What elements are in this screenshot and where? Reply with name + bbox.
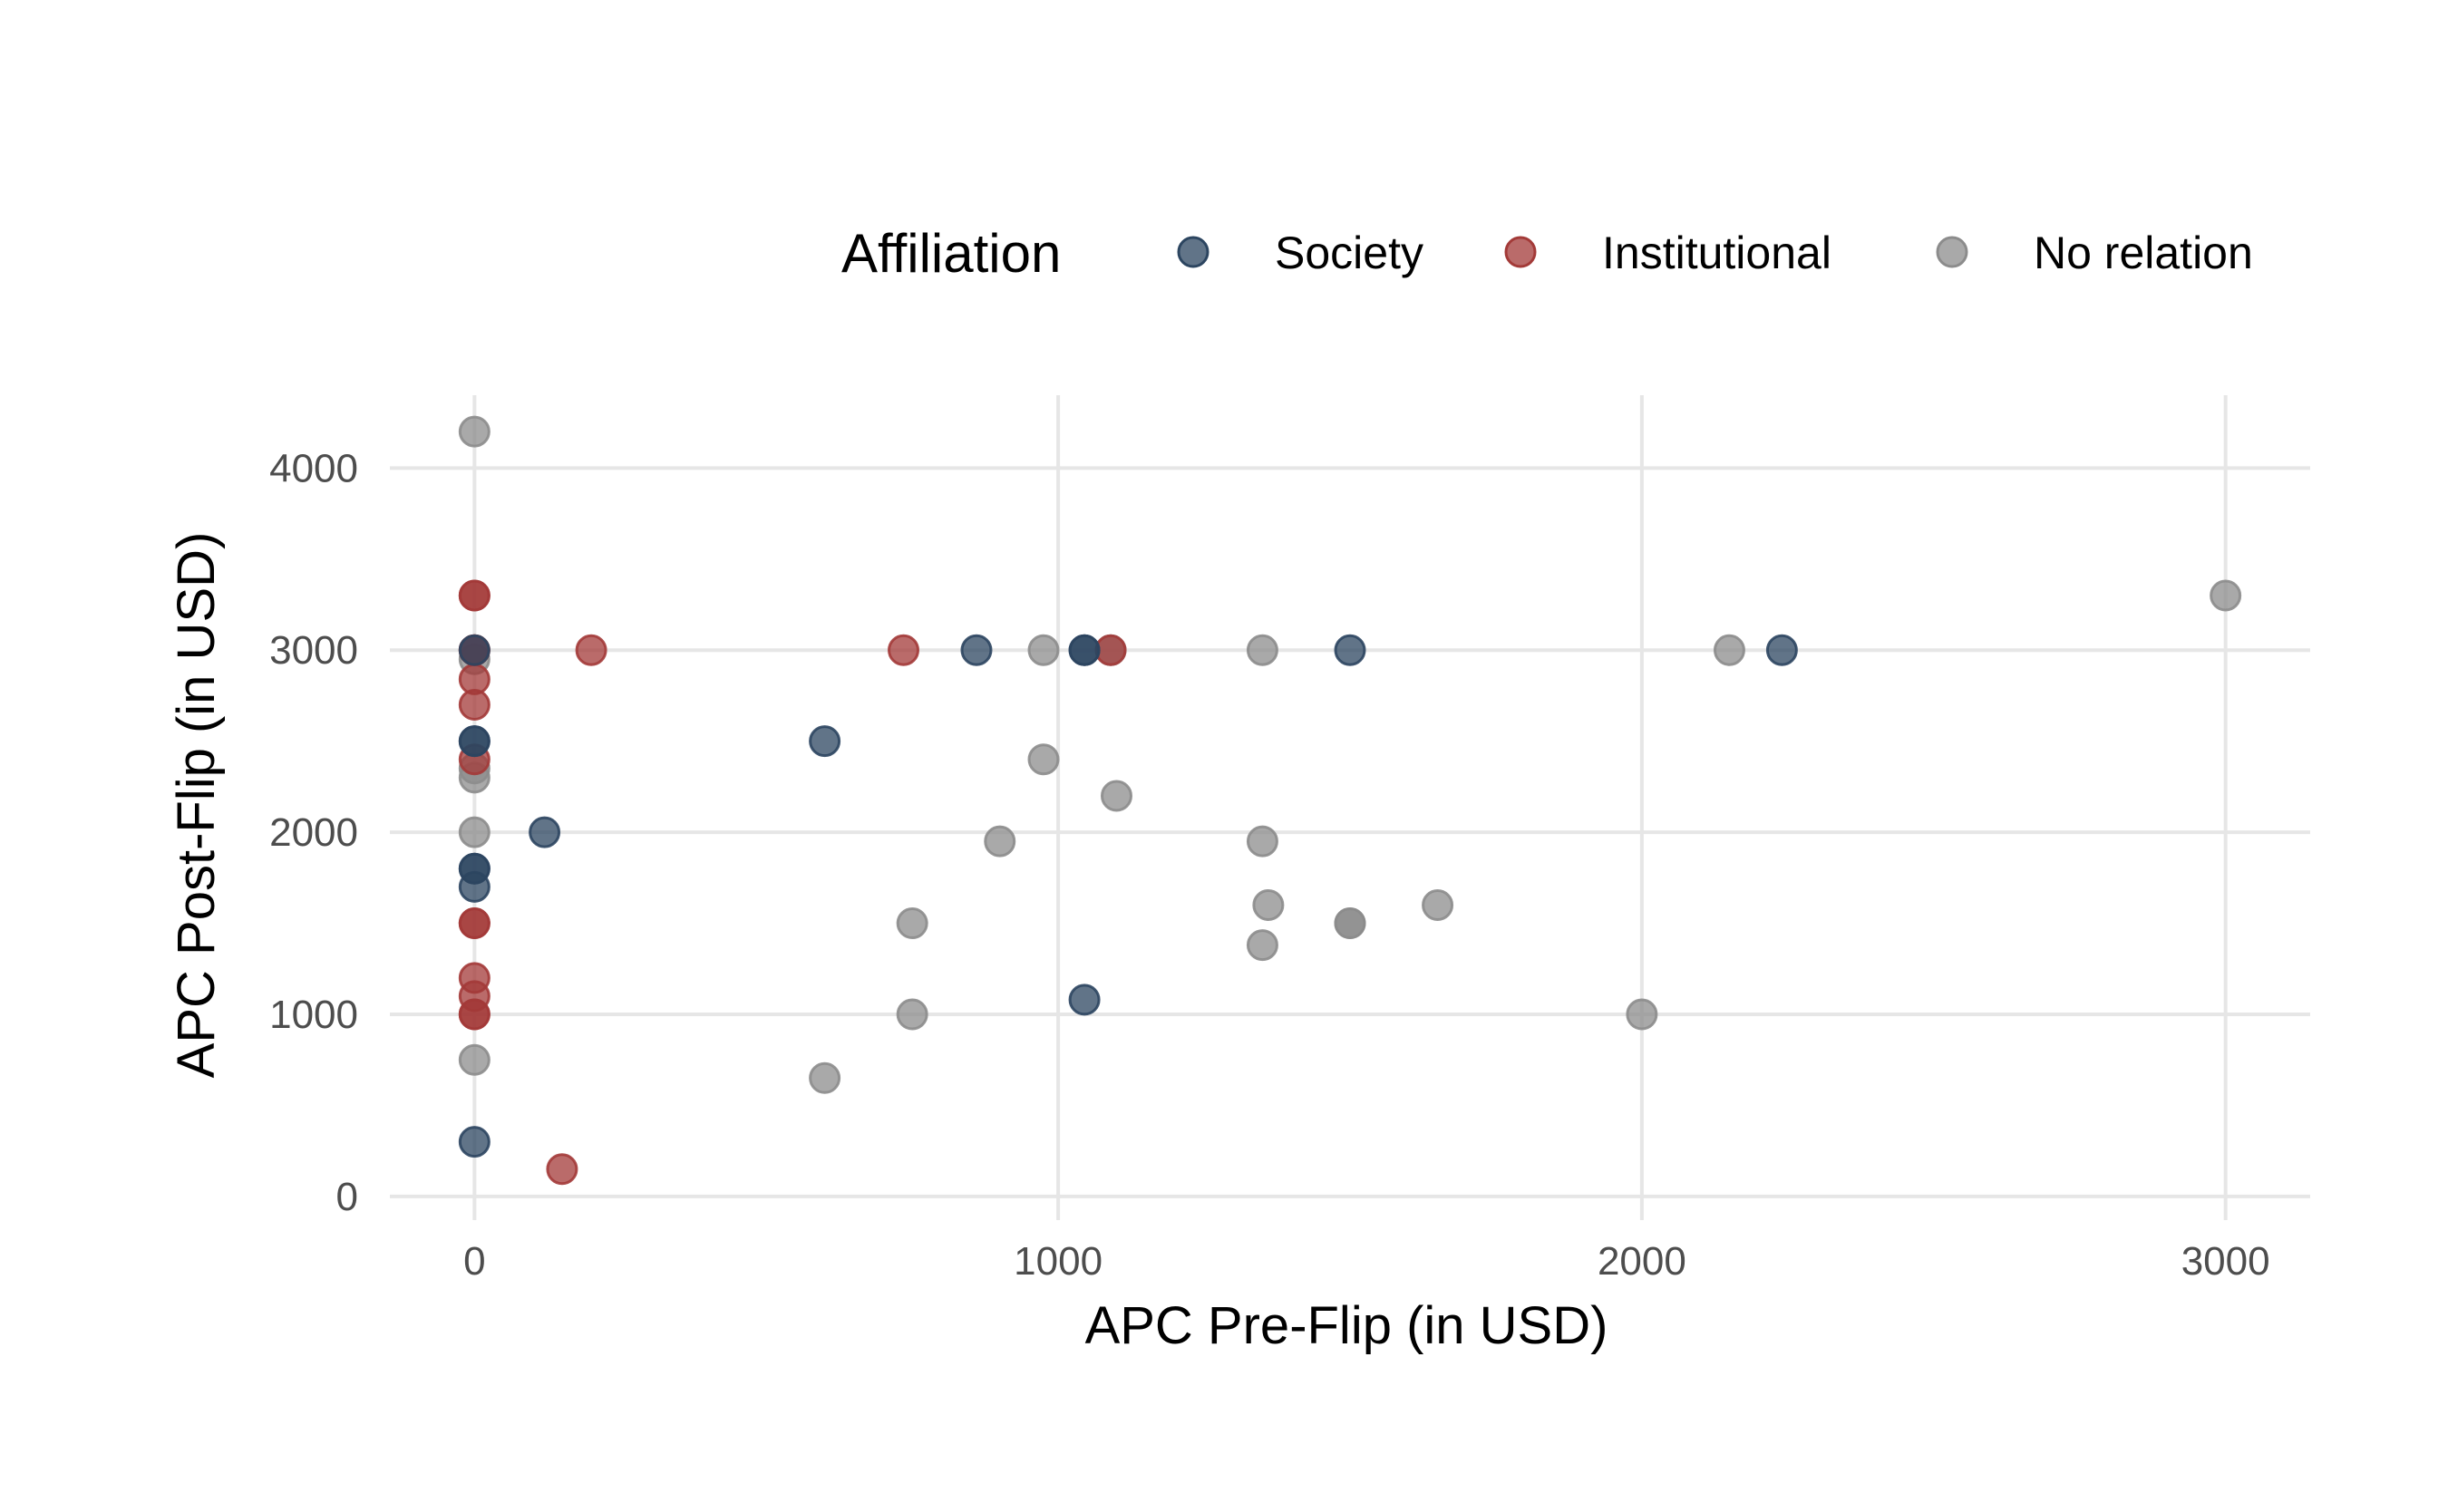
data-point [1334, 907, 1366, 940]
y-tick-label: 1000 [269, 993, 358, 1037]
y-tick-label: 0 [336, 1175, 358, 1219]
data-point [458, 907, 491, 940]
x-tick-label: 3000 [2181, 1239, 2270, 1284]
data-point [1713, 634, 1745, 666]
data-point [546, 1153, 578, 1186]
data-point [575, 634, 607, 666]
data-point [1626, 998, 1658, 1031]
series-institutional [458, 579, 1127, 1186]
y-tick-label: 2000 [269, 810, 358, 855]
data-point [1765, 634, 1798, 666]
data-point [1334, 634, 1366, 666]
legend-label: Society [1275, 228, 1423, 278]
grid-lines [390, 395, 2310, 1220]
data-point [1252, 888, 1285, 921]
x-axis-title: APC Pre-Flip (in USD) [1085, 1296, 1608, 1355]
data-point [458, 689, 491, 722]
legend-items: Society Institutional No relation [1177, 228, 2253, 278]
y-tick-label: 4000 [269, 446, 358, 490]
series-society [458, 634, 1798, 1158]
data-point [1027, 743, 1060, 776]
data-point [1094, 634, 1127, 666]
series-no-relation [458, 415, 2242, 1094]
data-point [984, 825, 1016, 858]
legend-label: Institutional [1602, 228, 1831, 278]
legend-key-no-relation [1936, 236, 1968, 268]
x-tick-label: 2000 [1598, 1239, 1686, 1284]
legend-label: No relation [2034, 228, 2253, 278]
x-tick-labels: 0 1000 2000 3000 [463, 1239, 2269, 1284]
data-point [809, 725, 841, 758]
data-point [458, 816, 491, 848]
data-point [1246, 634, 1278, 666]
data-point [888, 634, 920, 666]
data-point [809, 1061, 841, 1094]
data-point [1422, 888, 1454, 921]
data-point [1068, 634, 1101, 666]
x-tick-label: 1000 [1014, 1239, 1103, 1284]
data-point [960, 634, 993, 666]
data-point [896, 998, 928, 1031]
legend-key-institutional [1504, 236, 1537, 268]
x-tick-label: 0 [463, 1239, 485, 1284]
data-point [1100, 780, 1132, 812]
data-points [458, 415, 2242, 1186]
data-point [896, 907, 928, 940]
data-point [458, 579, 491, 612]
y-tick-label: 3000 [269, 628, 358, 673]
data-point [1068, 984, 1101, 1016]
data-point [1027, 634, 1060, 666]
data-point [1246, 825, 1278, 858]
y-tick-labels: 0 1000 2000 3000 4000 [269, 446, 358, 1219]
data-point [458, 870, 491, 903]
legend-key-society [1177, 236, 1209, 268]
data-point [1246, 929, 1278, 962]
data-point [458, 998, 491, 1031]
data-point [529, 816, 561, 848]
legend-title: Affiliation [841, 223, 1061, 284]
data-point [458, 634, 491, 666]
legend: Affiliation Society Institutional No relat… [841, 223, 2253, 284]
data-point [458, 415, 491, 448]
data-point [458, 725, 491, 758]
data-point [2210, 579, 2242, 612]
data-point [458, 1126, 491, 1158]
data-point [458, 1043, 491, 1076]
y-axis-title: APC Post-Flip (in USD) [167, 532, 226, 1079]
